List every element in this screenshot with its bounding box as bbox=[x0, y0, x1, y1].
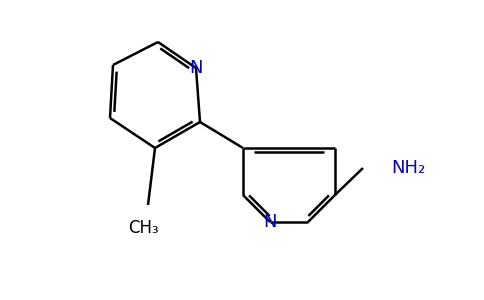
Text: CH₃: CH₃ bbox=[128, 219, 158, 237]
Text: N: N bbox=[263, 213, 277, 231]
Text: N: N bbox=[189, 59, 203, 77]
Text: NH₂: NH₂ bbox=[391, 159, 425, 177]
